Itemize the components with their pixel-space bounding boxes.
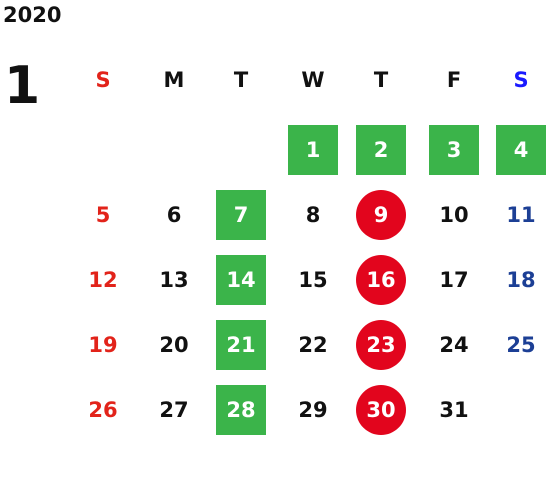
day-cell-7: 7 [216,190,266,240]
day-cell-5: 5 [95,203,111,227]
weekday-mon: M [163,68,185,92]
day-cell-21: 21 [216,320,266,370]
month-number: 1 [4,56,41,116]
day-cell-27: 27 [159,398,189,422]
day-cell-20: 20 [159,333,189,357]
day-cell-29: 29 [298,398,328,422]
day-cell-17: 17 [439,268,469,292]
day-cell-12: 12 [88,268,118,292]
day-cell-6: 6 [166,203,182,227]
day-cell-24: 24 [439,333,469,357]
day-cell-16: 16 [356,255,406,305]
day-cell-14: 14 [216,255,266,305]
day-cell-11: 11 [506,203,536,227]
day-cell-4: 4 [496,125,546,175]
weekday-tue: T [233,68,249,92]
day-cell-22: 22 [298,333,328,357]
day-cell-13: 13 [159,268,189,292]
weekday-fri: F [446,68,462,92]
day-cell-15: 15 [298,268,328,292]
weekday-thu: T [373,68,389,92]
day-cell-19: 19 [88,333,118,357]
day-cell-23: 23 [356,320,406,370]
day-cell-1: 1 [288,125,338,175]
day-cell-31: 31 [439,398,469,422]
day-cell-18: 18 [506,268,536,292]
weekday-sat: S [513,68,529,92]
day-cell-8: 8 [305,203,321,227]
day-cell-10: 10 [439,203,469,227]
weekday-sun: S [95,68,111,92]
day-cell-28: 28 [216,385,266,435]
day-cell-30: 30 [356,385,406,435]
weekday-wed: W [301,68,325,92]
year-label: 2020 [3,3,62,27]
day-cell-2: 2 [356,125,406,175]
day-cell-25: 25 [506,333,536,357]
day-cell-9: 9 [356,190,406,240]
day-cell-26: 26 [88,398,118,422]
day-cell-3: 3 [429,125,479,175]
